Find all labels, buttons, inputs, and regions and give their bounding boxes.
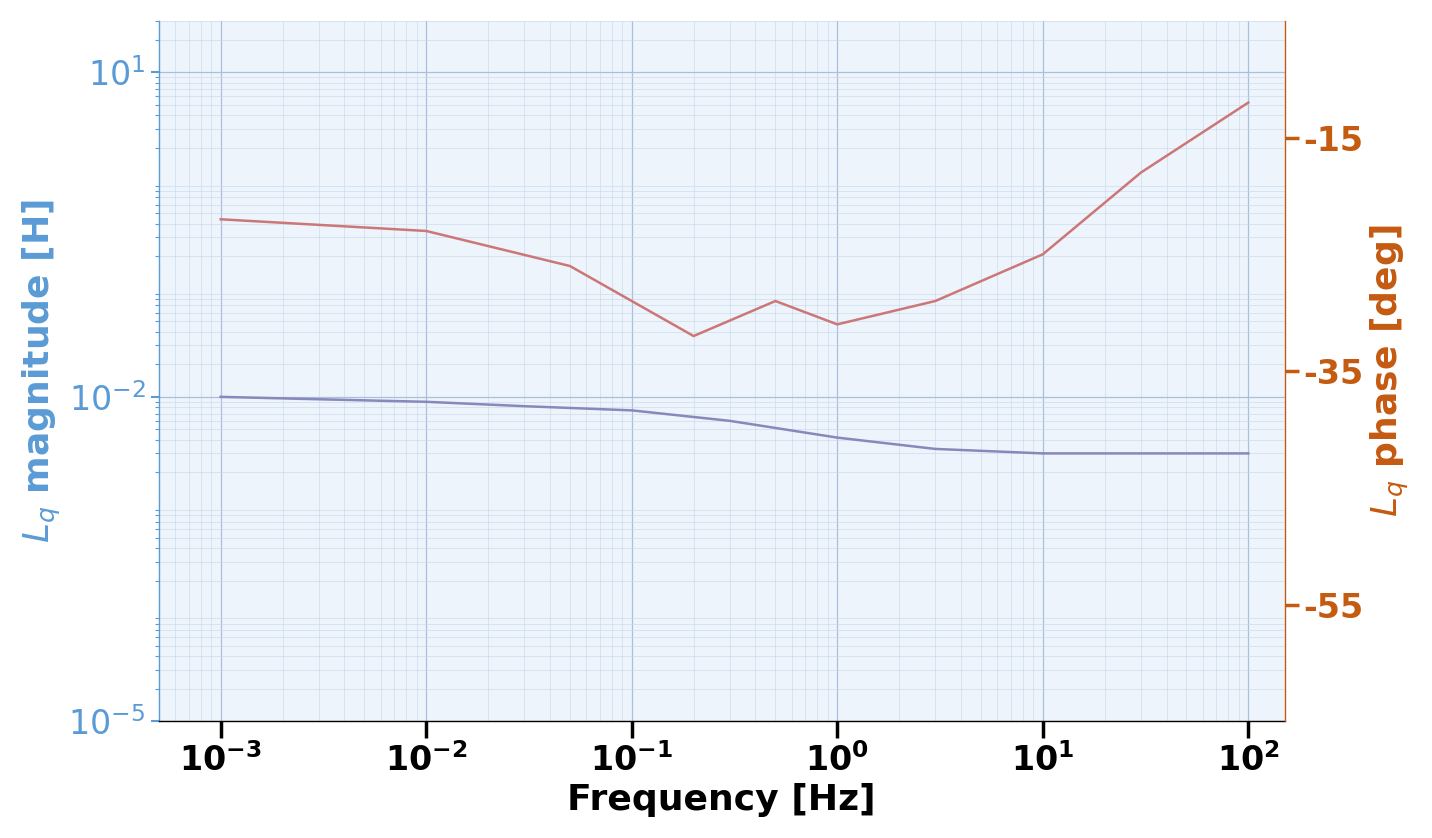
- X-axis label: Frequency [Hz]: Frequency [Hz]: [567, 784, 876, 817]
- Y-axis label: $L_q$ magnitude [H]: $L_q$ magnitude [H]: [21, 199, 63, 543]
- Y-axis label: $L_q$ phase [deg]: $L_q$ phase [deg]: [1369, 225, 1411, 517]
